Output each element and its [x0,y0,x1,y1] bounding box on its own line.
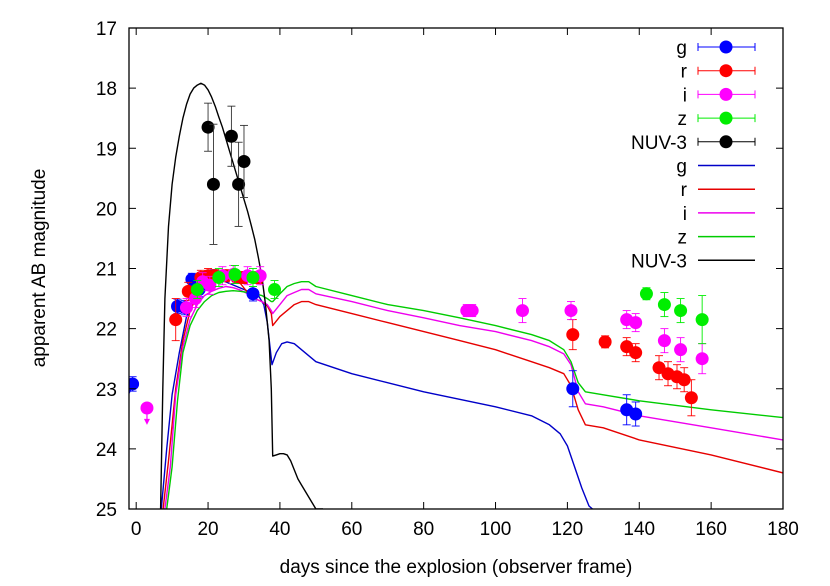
data-point-g [566,382,580,396]
data-point-g [629,407,643,421]
data-point-z [228,268,242,282]
data-point-nuv-3 [237,154,251,168]
legend-marker [719,64,733,78]
data-point-r [629,346,643,360]
model-curve-nuv-3 [159,82,323,509]
data-point-i [140,401,154,415]
y-tick-label: 19 [96,139,117,160]
data-point-r [169,313,183,327]
x-axis-label: days since the explosion (observer frame… [280,557,633,578]
data-point-i [179,301,193,315]
data-point-z [190,283,204,297]
data-point-z [657,298,671,312]
legend-label: i [683,204,687,225]
data-point-i [465,304,479,318]
legend-marker [719,40,733,54]
y-tick-label: 25 [96,500,117,521]
legend-marker [719,135,733,149]
legend-label: z [678,228,688,249]
y-tick-label: 24 [96,440,118,461]
legend-label: g [676,157,687,178]
x-tick-label: 0 [131,519,142,540]
legend-label: g [676,38,687,59]
data-point-r [598,335,612,349]
y-tick-label: 20 [96,199,117,220]
data-point-g [246,287,260,301]
data-point-i [564,304,578,318]
data-point-r [677,373,691,387]
x-tick-label: 100 [480,519,512,540]
legend-label: NUV-3 [631,133,687,154]
data-point-nuv-3 [224,129,238,143]
data-point-nuv-3 [206,177,220,191]
y-tick-label: 18 [96,79,117,100]
data-point-g [129,377,140,391]
model-curve-z [166,281,783,509]
x-tick-label: 160 [695,519,727,540]
data-point-nuv-3 [232,177,246,191]
upper-limit-arrowhead [143,418,150,425]
data-point-nuv-3 [201,120,215,134]
x-tick-label: 140 [623,519,655,540]
x-tick-label: 120 [552,519,584,540]
y-tick-label: 17 [96,19,117,40]
data-point-z [246,271,260,285]
axis-ticks: 0 20 40 60 80 100 120 140 160 180 17 18 19 20 21 22 23 24… [96,19,799,540]
legend-label: r [681,62,688,83]
y-tick-label: 23 [96,380,117,401]
y-tick-label: 22 [96,320,117,341]
data-point-r [566,328,580,342]
legend-marker [719,111,733,125]
legend-label: NUV-3 [631,251,687,272]
data-point-z [674,304,688,318]
x-tick-label: 80 [413,519,434,540]
legend-marker [719,87,733,101]
data-point-i [674,343,688,357]
data-point-z [212,271,226,285]
data-point-i [203,278,217,292]
observed-points [129,102,709,427]
data-point-r [684,391,698,405]
x-tick-label: 60 [341,519,362,540]
x-tick-label: 20 [197,519,218,540]
legend-label: i [683,85,687,106]
data-point-z [695,313,709,327]
legend-label: z [678,109,688,130]
data-point-i [657,334,671,348]
data-point-z [268,283,282,297]
legend-label: r [681,180,688,201]
data-point-z [639,287,653,301]
y-axis-label: apparent AB magnitude [29,169,50,368]
x-tick-label: 40 [269,519,290,540]
data-point-i [695,352,709,366]
data-point-i [515,304,529,318]
y-tick-label: 21 [96,260,117,281]
x-tick-label: 180 [767,519,799,540]
data-point-i [629,316,643,330]
